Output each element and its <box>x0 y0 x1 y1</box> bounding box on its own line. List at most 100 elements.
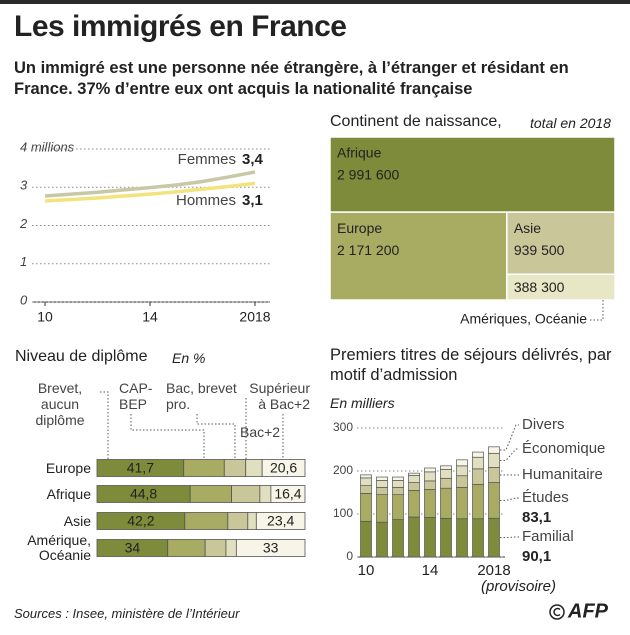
leader-line <box>130 414 205 459</box>
bar-segment <box>440 468 452 479</box>
top-rule <box>0 0 630 4</box>
leader-line <box>500 536 519 539</box>
chart-title: Premiers titres de séjours délivrés, par… <box>330 346 612 384</box>
bar-segment <box>245 459 263 477</box>
bar-segment <box>488 467 500 483</box>
y-tick-label: 200 <box>333 463 353 477</box>
bar-segment <box>472 483 484 520</box>
value-label: 42,2 <box>127 513 154 529</box>
value-label: 23,4 <box>267 513 294 529</box>
bar-segment <box>424 467 436 473</box>
treemap-tile <box>329 211 508 301</box>
value-label: 3,1 <box>242 192 263 209</box>
bar-segment <box>392 476 404 481</box>
legend-label: Bac, brevet pro. <box>166 380 237 412</box>
bar-segment <box>488 482 500 519</box>
y-tick-label: 100 <box>333 506 353 520</box>
x-tick-label: 10 <box>358 562 375 579</box>
bar-segment <box>472 456 484 470</box>
y-tick-label: 2 <box>19 216 28 231</box>
chart-title: Continent de naissance, <box>330 113 502 130</box>
value-label: 83,1 <box>522 509 551 526</box>
bar-segment <box>408 490 420 518</box>
bar-segment <box>231 485 261 503</box>
bar-segment <box>376 494 388 523</box>
bar-segment <box>184 512 229 530</box>
bar-segment <box>376 480 388 488</box>
bar-segment <box>259 485 272 503</box>
value-label: 20,6 <box>270 460 297 476</box>
legend-label: Brevet, aucun diplôme <box>35 380 85 428</box>
bar-segment <box>440 465 452 470</box>
y-tick-label: 1 <box>20 254 27 269</box>
bar-segment <box>255 512 306 530</box>
bar-segment <box>227 512 249 530</box>
bar-segment <box>488 517 500 558</box>
bar-segment <box>408 474 420 483</box>
bar-segment <box>183 459 225 477</box>
line-series <box>44 170 256 198</box>
value-label: 34 <box>125 540 141 556</box>
x-tick-label: 14 <box>142 309 158 325</box>
tile-value: 2 171 200 <box>337 242 399 258</box>
legend-label: Bac+2 <box>240 424 281 440</box>
bar-segment <box>360 474 372 479</box>
bar-segment <box>488 446 500 454</box>
chart-subtitle: En % <box>172 350 206 366</box>
bar-segment <box>440 517 452 558</box>
x-tick-label: 14 <box>422 562 439 579</box>
y-tick-label: 300 <box>333 420 353 434</box>
legend-label: Hommes <box>176 192 236 209</box>
value-label: 44,8 <box>130 486 157 502</box>
bar-segment <box>376 476 388 481</box>
tile-value: 2 991 600 <box>337 167 399 183</box>
legend-label: Femmes <box>178 151 236 168</box>
y-tick-label: 0 <box>346 549 353 563</box>
treemap-tile <box>506 273 616 301</box>
bar-segment <box>424 517 436 558</box>
bar-segment <box>408 472 420 476</box>
legend-label: Familial <box>522 528 574 545</box>
y-tick-label: 0 <box>20 292 28 307</box>
legend-label: Divers <box>522 416 565 433</box>
value-label: 3,4 <box>242 151 264 168</box>
bar-segment <box>440 487 452 519</box>
legend-label: CAP-BEP <box>119 380 153 412</box>
tile-value: 388 300 <box>514 279 565 295</box>
bar-segment <box>472 518 484 558</box>
bar-segment <box>261 459 306 477</box>
bar-segment <box>247 512 257 530</box>
bar-segment <box>392 494 404 520</box>
bar-segment <box>456 518 468 558</box>
leader-line <box>196 414 236 459</box>
tile-name: Europe <box>337 220 382 236</box>
bar-segment <box>376 486 388 495</box>
chart-subtitle: En milliers <box>330 395 395 411</box>
category-label: Asie <box>63 512 91 529</box>
leader-line <box>500 497 519 501</box>
value-label: 33 <box>263 540 279 556</box>
bar-segment <box>204 539 227 557</box>
bar-segment <box>456 486 468 520</box>
page-subtitle: Un immigré est une personne née étrangèr… <box>14 59 569 98</box>
leader-line <box>500 424 519 451</box>
bar-segment <box>424 480 436 490</box>
leader-line <box>100 391 109 459</box>
tile-name: Asie <box>514 220 541 236</box>
bar-segment <box>225 539 237 557</box>
bar-segment <box>456 459 468 467</box>
tile-name: Afrique <box>337 145 382 161</box>
tile-name: Amériques, Océanie <box>460 311 587 327</box>
bar-segment <box>424 489 436 518</box>
page-title: Les immigrés en France <box>14 10 347 43</box>
chart-title: Niveau de diplôme <box>15 348 148 365</box>
bar-segment <box>408 516 420 558</box>
y-tick-label: 3 <box>20 178 28 193</box>
x-tick-label: 2018 <box>239 309 270 325</box>
bar-segment <box>456 475 468 488</box>
value-label: 90,1 <box>522 548 551 565</box>
bar-segment <box>360 485 372 494</box>
source: Sources : Insee, ministère de l’Intérieu… <box>14 606 240 621</box>
